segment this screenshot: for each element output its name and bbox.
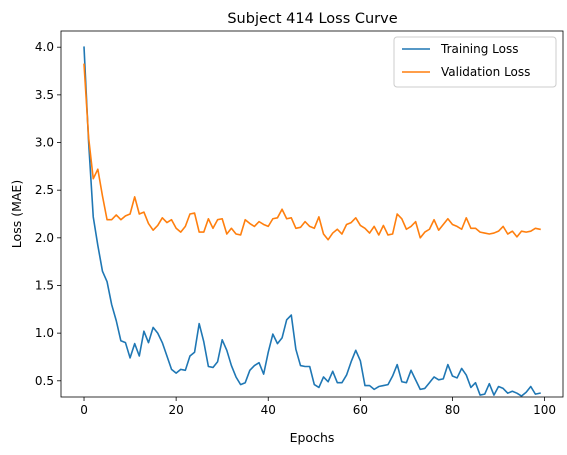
- x-tick-label: 80: [445, 403, 460, 417]
- y-axis-label: Loss (MAE): [9, 180, 24, 248]
- legend-label-0: Training Loss: [440, 42, 518, 56]
- series-line-1: [83, 63, 541, 241]
- y-tick-label: 4.0: [35, 40, 54, 54]
- y-tick-label: 2.5: [35, 183, 54, 197]
- x-axis-label: Epochs: [290, 430, 335, 445]
- legend: Training Loss Validation Loss: [393, 36, 557, 88]
- y-tick-label: 3.0: [35, 136, 54, 150]
- plot-frame: [60, 30, 564, 398]
- y-tick-label: 0.5: [35, 374, 54, 388]
- chart-title: Subject 414 Loss Curve: [227, 11, 397, 27]
- legend-box: [393, 36, 557, 88]
- series-line-0: [83, 46, 541, 397]
- legend-label-1: Validation Loss: [441, 65, 530, 79]
- y-tick-label: 1.0: [35, 326, 54, 340]
- x-tick-label: 20: [168, 403, 183, 417]
- x-tick-label: 0: [80, 403, 88, 417]
- y-tick-label: 3.5: [35, 88, 54, 102]
- x-tick-label: 60: [353, 403, 368, 417]
- y-tick-label: 2.0: [35, 231, 54, 245]
- x-tick-label: 100: [533, 403, 556, 417]
- x-axis-ticks: 0 20 40 60 80 100: [80, 397, 556, 417]
- x-tick-label: 40: [261, 403, 276, 417]
- y-axis-ticks: 0.5 1.0 1.5 2.0 2.5 3.0 3.5 4.0: [35, 40, 61, 388]
- y-tick-label: 1.5: [35, 278, 54, 292]
- plot-lines: [83, 46, 541, 397]
